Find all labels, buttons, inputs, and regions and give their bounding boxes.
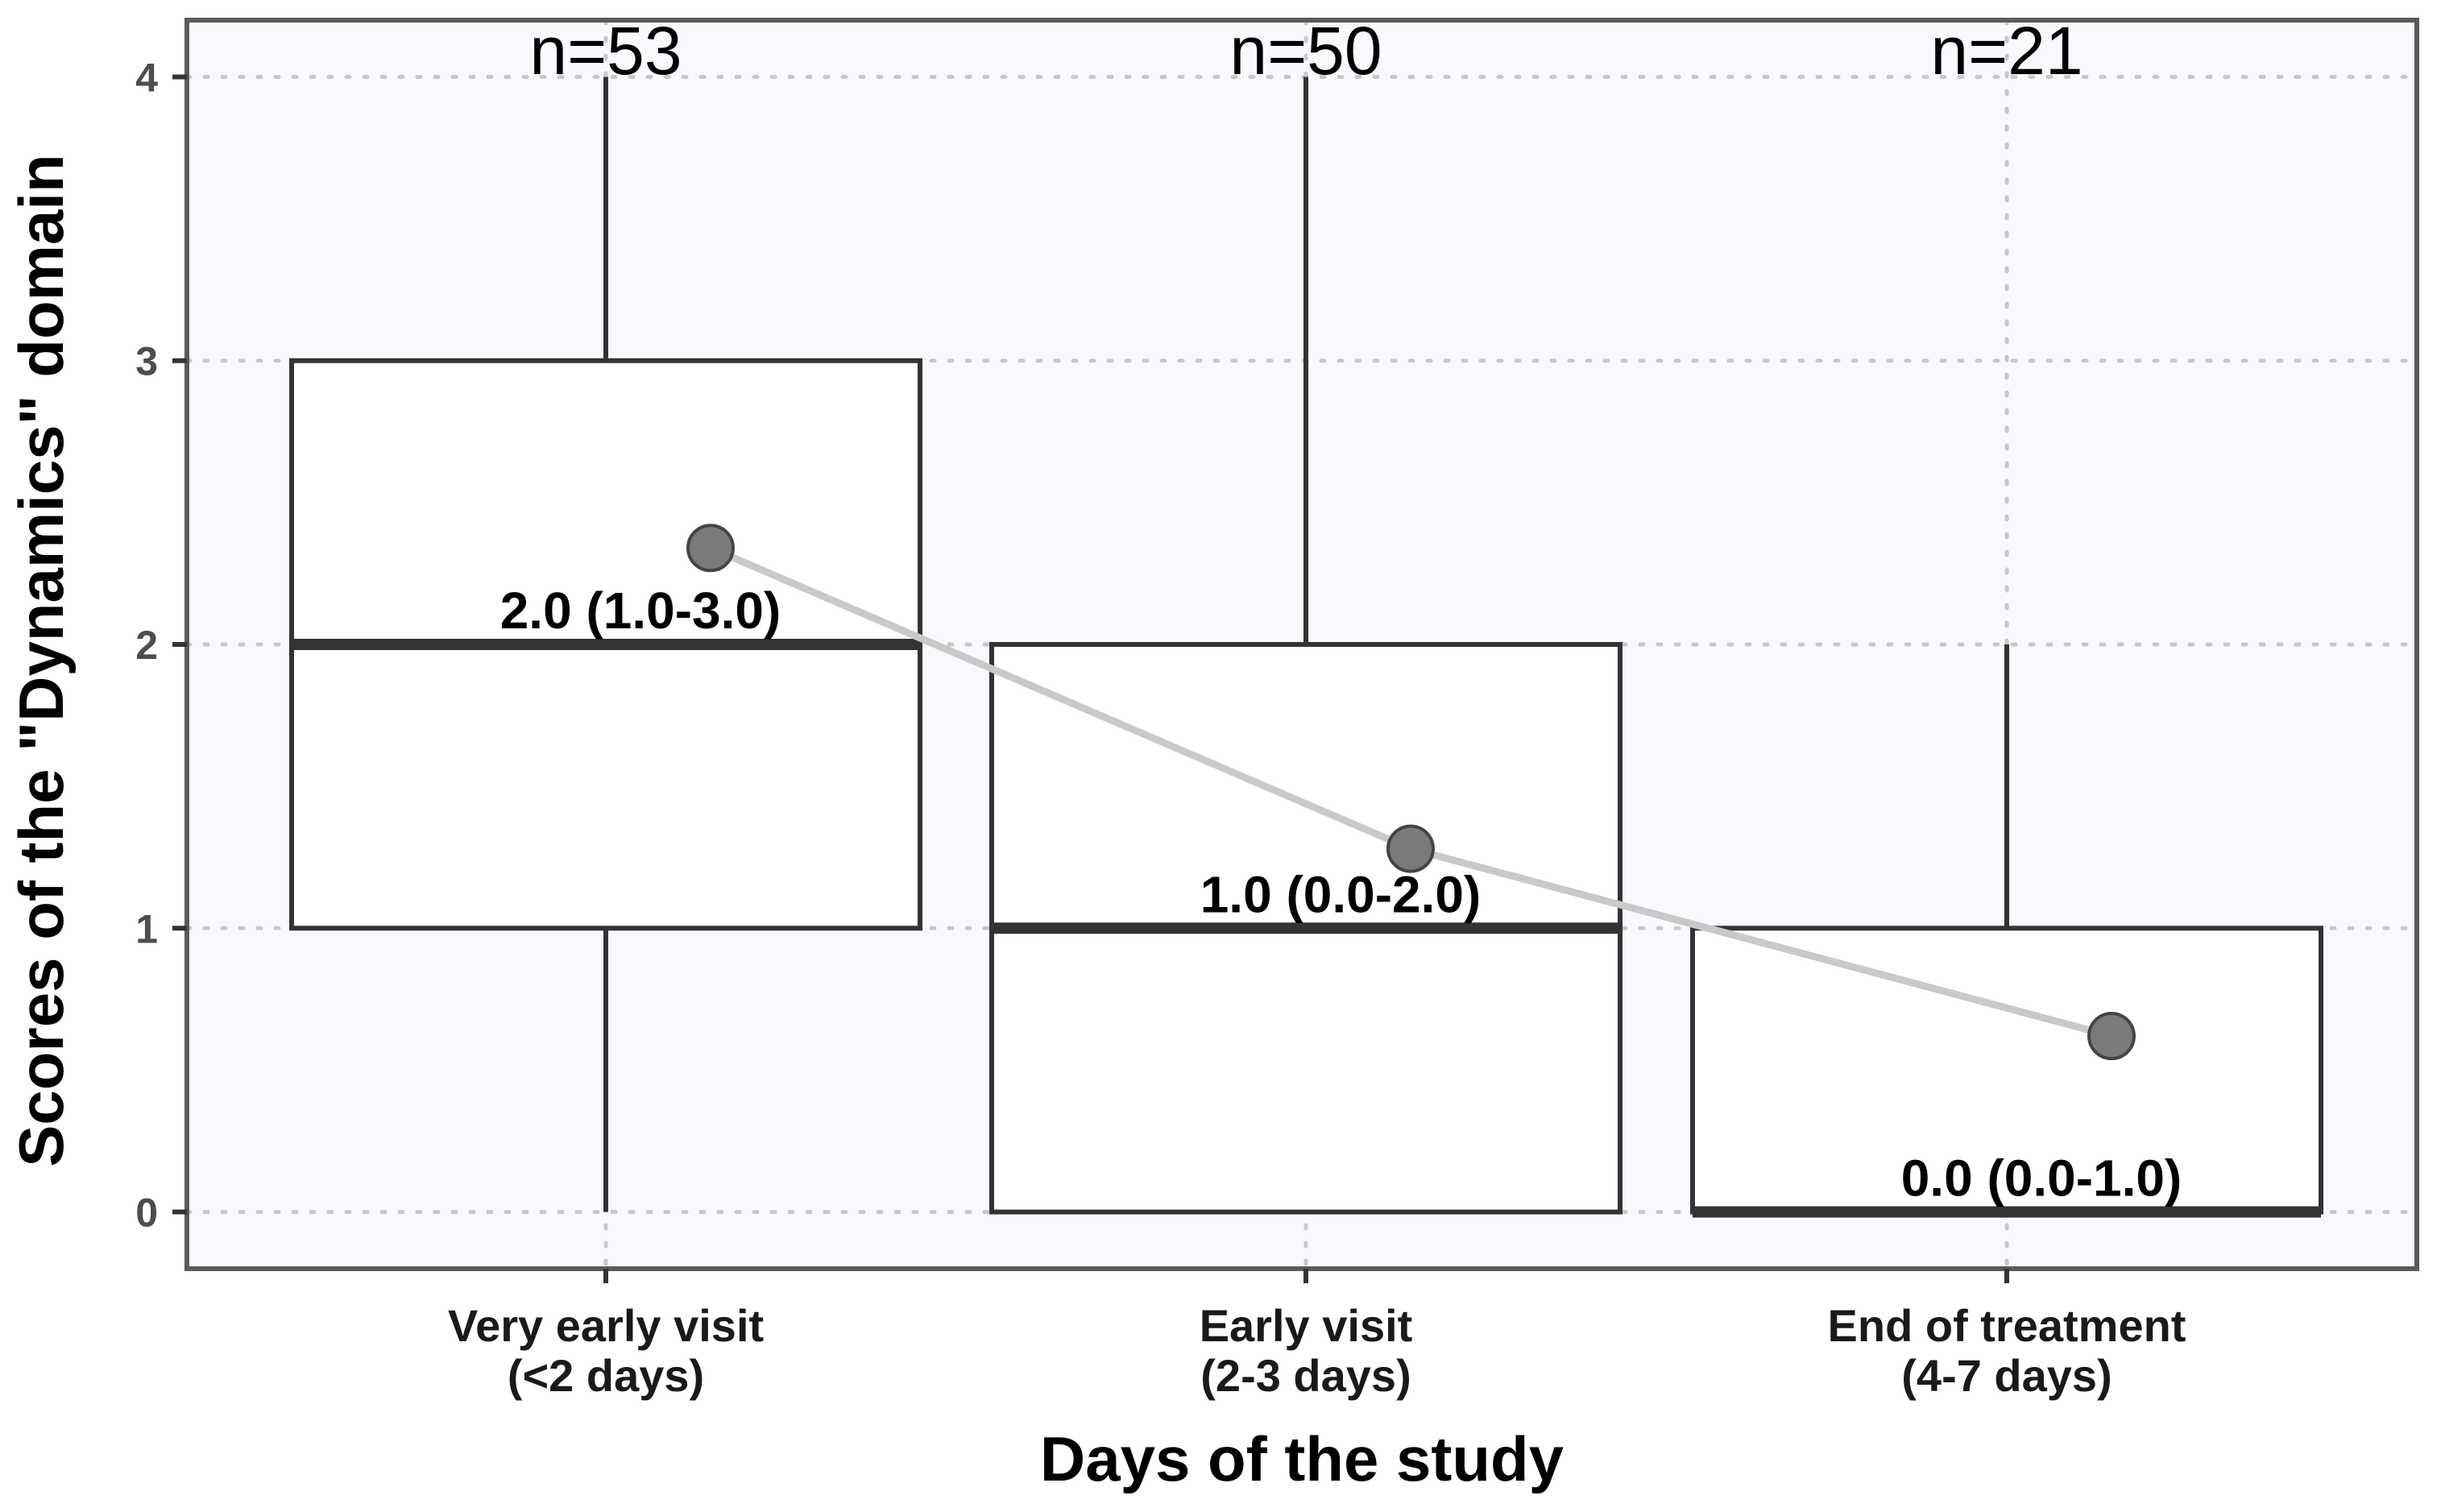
x-category-sublabel-2: (4-7 days)	[1901, 1350, 2112, 1401]
y-tick-label-0: 0	[135, 1191, 158, 1236]
axis-layer: 0 1 2 3 4 Very early visit(<2 days) Early visi…	[135, 55, 2186, 1401]
median-iqr-label-2: 0.0 (0.0-1.0)	[1901, 1150, 2182, 1208]
box-2	[1690, 926, 2323, 1215]
y-tick-label-1: 1	[135, 906, 158, 951]
mean-layer	[686, 524, 2136, 1061]
box-group-0	[289, 77, 922, 1212]
x-category-sublabel-0: (<2 days)	[508, 1350, 704, 1401]
y-tick-label-4: 4	[135, 55, 158, 100]
y-tick-label-2: 2	[135, 623, 158, 668]
mean-point-1	[1386, 824, 1435, 873]
y-axis-title: Scores of the "Dynamics" domain	[6, 154, 77, 1166]
n-label-2: n=21	[1930, 13, 2083, 89]
box-layer	[289, 77, 2323, 1218]
x-category-label-0: Very early visit	[448, 1300, 764, 1351]
n-label-0: n=53	[529, 13, 682, 89]
x-category-label-1: Early visit	[1200, 1300, 1413, 1351]
label-layer: n=53 2.0 (1.0-3.0) n=50 1.0 (0.0-2.0) n=21 0.…	[500, 13, 2182, 1208]
box-group-1	[989, 77, 1622, 1215]
median-iqr-label-1: 1.0 (0.0-2.0)	[1200, 865, 1482, 923]
y-tick-label-3: 3	[135, 339, 158, 384]
mean-point-2	[2087, 1012, 2136, 1061]
n-label-1: n=50	[1229, 13, 1382, 89]
x-axis-title: Days of the study	[1040, 1423, 1564, 1494]
x-category-label-2: End of treatment	[1828, 1300, 2186, 1351]
mean-point-0	[686, 524, 735, 573]
box-group-2	[1690, 644, 2323, 1218]
median-iqr-label-0: 2.0 (1.0-3.0)	[500, 582, 781, 640]
x-category-sublabel-1: (2-3 days)	[1200, 1350, 1411, 1401]
